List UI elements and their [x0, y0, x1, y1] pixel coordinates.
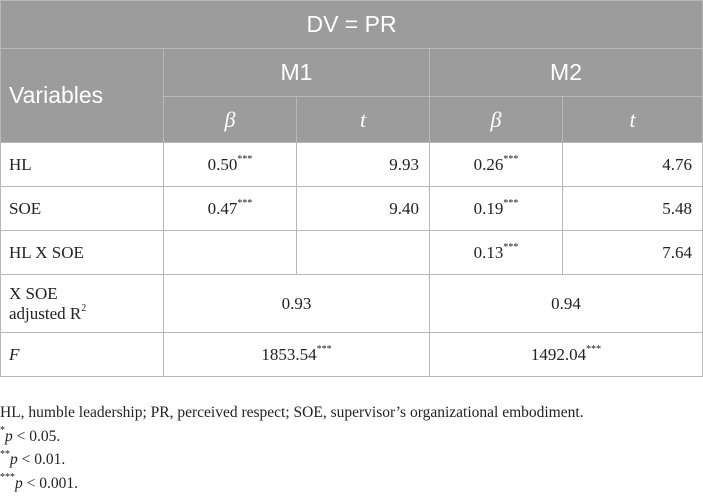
m2-t-cell: 5.48 [561, 186, 703, 231]
significance-note-3: ***p < 0.001. [0, 472, 78, 492]
significance-stars: *** [503, 197, 519, 209]
m2-beta-header: β [429, 96, 563, 143]
abbreviation-note: HL, humble leadership; PR, perceived res… [0, 404, 584, 421]
significance-note-2: **p < 0.01. [0, 448, 66, 468]
m2-t-cell: 7.64 [561, 230, 703, 275]
table-row-adjusted-r2: X SOE adjusted R2 0.93 0.94 [0, 274, 703, 333]
m1-beta-cell [163, 230, 297, 275]
row-label: HL X SOE [0, 230, 164, 275]
regression-table: DV = PR Variables M1 M2 β t β t HL 0.50*… [0, 0, 703, 377]
m1-beta-cell: 0.50*** [163, 142, 297, 187]
row-label: X SOE adjusted R2 [0, 274, 164, 333]
significance-stars: *** [316, 343, 332, 355]
model-header-m1: M1 [163, 48, 430, 97]
table-row-f: F 1853.54*** 1492.04*** [0, 332, 703, 377]
m2-beta-cell: 0.13*** [429, 230, 563, 275]
table-row-hl: HL 0.50*** 9.93 0.26*** 4.76 [0, 142, 703, 187]
table-row-hl-x-soe: HL X SOE 0.13*** 7.64 [0, 230, 703, 275]
header-row-stats: β t β t [1, 96, 703, 143]
table-row-soe: SOE 0.47*** 9.40 0.19*** 5.48 [0, 186, 703, 231]
m1-beta-header: β [163, 96, 297, 143]
row-label: SOE [0, 186, 164, 231]
m1-f-cell: 1853.54*** [163, 332, 430, 377]
table-notes: HL, humble leadership; PR, perceived res… [0, 401, 703, 495]
row-label: HL [0, 142, 164, 187]
m2-beta-cell: 0.19*** [429, 186, 563, 231]
m2-t-cell: 4.76 [561, 142, 703, 187]
m1-t-cell: 9.93 [296, 142, 430, 187]
m2-t-header: t [561, 96, 703, 143]
m1-r2-cell: 0.93 [163, 274, 430, 333]
significance-note-1: *p < 0.05. [0, 425, 61, 445]
significance-stars: *** [503, 153, 519, 165]
header-row-models: Variables M1 M2 [0, 48, 703, 143]
m1-t-cell: 9.40 [296, 186, 430, 231]
significance-stars: *** [237, 197, 253, 209]
significance-stars: *** [237, 153, 253, 165]
dv-header: DV = PR [0, 0, 703, 49]
m1-beta-cell: 0.47*** [163, 186, 297, 231]
superscript: 2 [81, 302, 87, 314]
row-label: F [0, 332, 164, 377]
m2-beta-cell: 0.26*** [429, 142, 563, 187]
model-header-m2: M2 [428, 48, 703, 97]
significance-stars: *** [586, 343, 602, 355]
variables-header: Variables [0, 48, 164, 143]
header-row-dv: DV = PR [0, 0, 703, 49]
significance-stars: *** [503, 241, 519, 253]
m2-r2-cell: 0.94 [428, 274, 703, 333]
m1-t-cell [296, 230, 430, 275]
m2-f-cell: 1492.04*** [428, 332, 703, 377]
m1-t-header: t [296, 96, 430, 143]
